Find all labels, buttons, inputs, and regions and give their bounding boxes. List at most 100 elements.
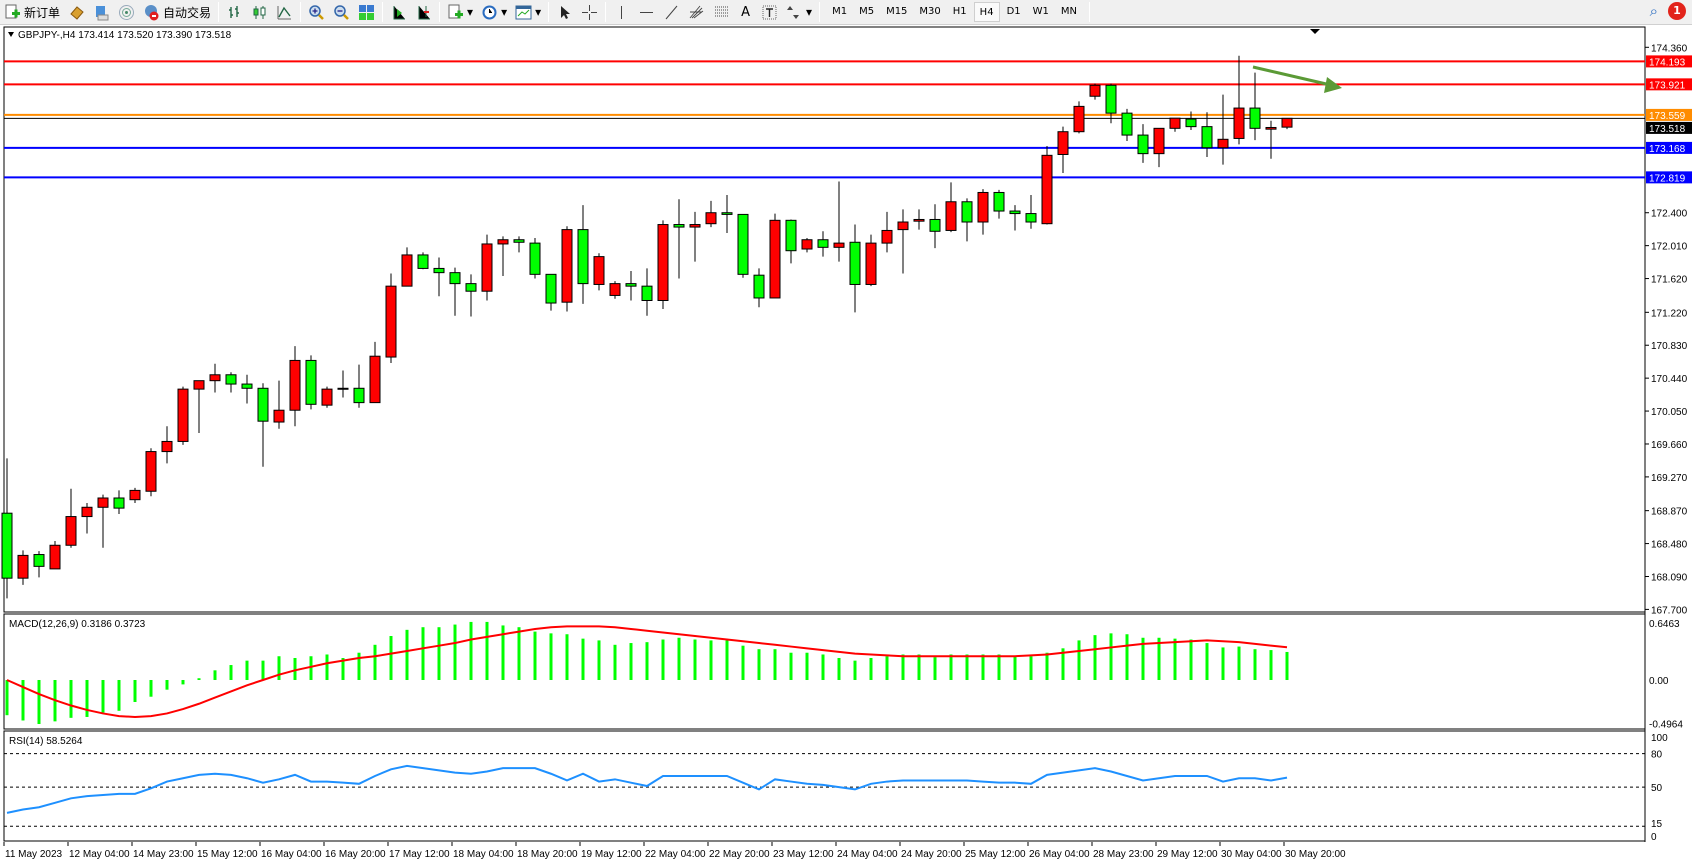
auto-trading-button[interactable]: 自动交易 <box>139 1 215 23</box>
candle <box>865 242 877 285</box>
candle <box>449 272 461 285</box>
text-label-button[interactable] <box>757 1 782 23</box>
price-tick-label: 172.400 <box>1651 209 1688 220</box>
candle <box>993 191 1005 212</box>
chart-header: GBPJPY-,H4 173.414 173.520 173.390 173.5… <box>18 30 232 41</box>
zoom-in-button[interactable] <box>304 1 329 23</box>
autoscroll-button[interactable] <box>411 1 436 23</box>
timeframe-mn[interactable]: MN <box>1060 6 1077 17</box>
candle <box>49 544 61 570</box>
arrow-head-icon <box>1324 77 1342 93</box>
text-label-icon <box>761 4 778 21</box>
notification-badge[interactable]: 1 <box>1668 2 1686 20</box>
timeframe-m15[interactable]: M15 <box>886 6 908 17</box>
candle <box>401 254 413 287</box>
time-label: 24 May 04:00 <box>837 849 898 860</box>
text-button[interactable]: A <box>734 1 757 23</box>
crosshair-button[interactable] <box>577 1 602 23</box>
horizontal-line-icon <box>638 4 655 21</box>
candle <box>929 218 941 232</box>
zoom-out-button[interactable] <box>329 1 354 23</box>
time-label: 22 May 20:00 <box>709 849 770 860</box>
time-label: 25 May 12:00 <box>965 849 1026 860</box>
candlestick-button[interactable] <box>247 1 272 23</box>
time-label: 12 May 04:00 <box>69 849 130 860</box>
candle <box>673 224 685 228</box>
price-label: 173.921 <box>1649 80 1686 91</box>
time-label: 11 May 2023 <box>5 849 63 860</box>
candle <box>1105 84 1117 114</box>
trendline-button[interactable] <box>659 1 684 23</box>
line-chart-icon <box>276 4 293 21</box>
candle <box>177 388 189 442</box>
fibonacci-fan-button[interactable] <box>684 1 709 23</box>
candle <box>161 440 173 453</box>
candle <box>1009 210 1021 215</box>
price-label-box <box>1646 121 1692 134</box>
macd-tick-label: 0.6463 <box>1649 619 1680 630</box>
candle <box>577 229 589 285</box>
chart-window[interactable]: 174.360 172.400 172.010 171.620 171.220 170.8… <box>0 25 1692 864</box>
price-label-box <box>1646 141 1692 154</box>
price-label-box <box>1646 108 1692 121</box>
signals-button[interactable] <box>114 1 139 23</box>
candle <box>81 506 93 518</box>
crosshair-icon <box>581 4 598 21</box>
candle <box>721 212 733 215</box>
search-icon[interactable]: ⌕ <box>1649 2 1658 20</box>
macd-tick-label: 0.00 <box>1649 676 1669 687</box>
periods-button[interactable]: ▾ <box>477 1 511 23</box>
new-order-label: 新订单 <box>24 5 61 20</box>
cursor-button[interactable] <box>552 1 577 23</box>
price-label: 173.518 <box>1649 124 1686 135</box>
candle <box>417 254 429 269</box>
macd-tick-label: -0.4964 <box>1649 720 1683 731</box>
fibonacci-button[interactable] <box>709 1 734 23</box>
tile-windows-icon <box>358 4 375 21</box>
arrows-button[interactable]: ▾ <box>782 1 816 23</box>
price-tick-label: 168.870 <box>1651 507 1688 518</box>
candle <box>769 219 781 299</box>
candle <box>497 239 509 245</box>
timeframe-w1[interactable]: W1 <box>1032 6 1049 17</box>
candle <box>609 283 621 296</box>
navigator-button[interactable] <box>89 1 114 23</box>
time-label: 23 May 12:00 <box>773 849 834 860</box>
candle <box>1 512 13 579</box>
price-label: 172.819 <box>1649 173 1686 184</box>
templates-button[interactable]: ▾ <box>511 1 545 23</box>
market-watch-button[interactable] <box>64 1 89 23</box>
timeframe-m30[interactable]: M30 <box>919 6 941 17</box>
vertical-line-button[interactable] <box>609 1 634 23</box>
candle <box>225 374 237 385</box>
price-tick-label: 169.660 <box>1651 440 1688 451</box>
timeframe-m1[interactable]: M1 <box>832 6 848 17</box>
fibonacci-icon <box>713 4 730 21</box>
timeframe-d1[interactable]: D1 <box>1006 6 1021 17</box>
bar-chart-button[interactable] <box>222 1 247 23</box>
tile-windows-button[interactable] <box>354 1 379 23</box>
candle <box>1201 126 1213 149</box>
price-tick-label: 169.270 <box>1651 473 1688 484</box>
new-order-button[interactable]: 新订单 <box>0 1 64 23</box>
collapse-triangle-icon[interactable] <box>8 32 14 37</box>
candle <box>625 283 637 287</box>
line-chart-button[interactable] <box>272 1 297 23</box>
text-icon: A <box>741 4 751 20</box>
chart-shift-marker-icon[interactable] <box>1310 29 1320 34</box>
time-label: 26 May 04:00 <box>1029 849 1090 860</box>
horizontal-line-button[interactable] <box>634 1 659 23</box>
timeframe-h1[interactable]: H1 <box>952 6 967 17</box>
timeframe-m5[interactable]: M5 <box>859 6 875 17</box>
candle <box>433 267 445 274</box>
candle <box>369 355 381 404</box>
new-order-icon <box>4 4 21 21</box>
timeframe-h4[interactable]: H4 <box>973 2 1000 22</box>
indicators-button[interactable]: ▾ <box>443 1 477 23</box>
candle <box>961 201 973 223</box>
candle <box>193 380 205 390</box>
chart-shift-button[interactable] <box>386 1 411 23</box>
bar-chart-icon <box>226 4 243 21</box>
periods-icon <box>481 4 498 21</box>
candle <box>1217 138 1229 149</box>
